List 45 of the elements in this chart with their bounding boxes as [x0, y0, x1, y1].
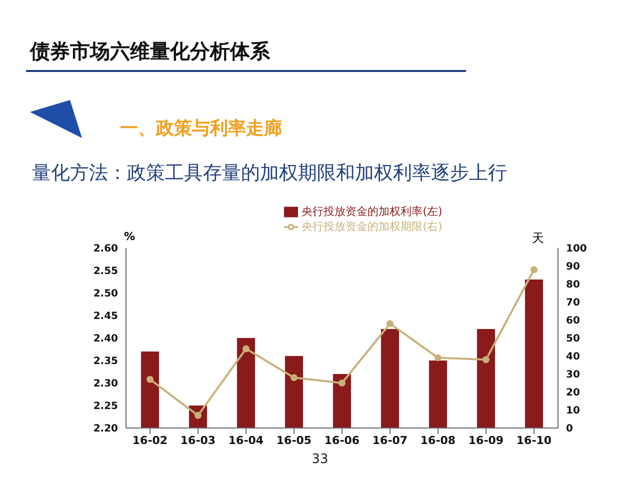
point [482, 356, 490, 364]
y2-tick-label: 100 [566, 244, 587, 255]
point [290, 374, 298, 382]
x-tick-label: 16-10 [516, 434, 552, 447]
y-tick-label: 2.35 [93, 356, 118, 368]
y2-tick-label: 60 [566, 316, 580, 327]
y2-tick-label: 0 [566, 424, 573, 435]
text: 量化方法：政策工具存量的加权期限和加权利率逐步上行 [32, 161, 507, 186]
y-tick-label: 2.60 [93, 244, 118, 255]
y2-tick-label: 90 [566, 262, 580, 273]
chart-title: 债券市场六维量化分析体系 [30, 38, 270, 65]
x-tick-label: 16-08 [420, 434, 456, 447]
point [530, 266, 538, 274]
y-tick-label: 2.30 [93, 378, 118, 390]
y-tick-label: 2.55 [93, 266, 118, 278]
x-tick-label: 16-03 [180, 434, 216, 447]
y2-axis-title: 天 [532, 230, 544, 247]
x-tick-label: 16-02 [132, 434, 168, 447]
y2-tick-label: 70 [566, 298, 580, 309]
y2-tick-label: 80 [566, 280, 580, 291]
y-tick-label: 2.40 [93, 334, 118, 345]
x-tick-label: 16-09 [468, 434, 504, 447]
y2-tick-label: 40 [566, 352, 580, 363]
point [242, 345, 250, 352]
y2-tick-label: 50 [566, 334, 580, 345]
y-tick-label: 2.50 [93, 288, 118, 300]
chart-subtitle: 一、政策与利率走廊 [120, 117, 282, 140]
x-tick-label: 16-05 [276, 434, 312, 447]
x-tick-label: 16-06 [324, 434, 360, 447]
y-tick-label: 2.25 [93, 401, 118, 412]
x-tick-label: 16-07 [372, 434, 408, 447]
y-tick-label: 2.45 [93, 311, 118, 322]
y2-tick-label: 10 [566, 406, 580, 417]
point [386, 320, 394, 328]
point [338, 380, 346, 386]
legend-label: 央行投放资金的加权利率(左) [302, 205, 442, 218]
point [146, 376, 154, 383]
point [434, 354, 442, 362]
text: 33 [310, 452, 330, 467]
y2-tick-label: 20 [566, 388, 580, 399]
y2-tick-label: 30 [566, 370, 580, 381]
y-axis-title: % [124, 230, 136, 243]
legend-label: 央行投放资金的加权期限(右) [302, 220, 442, 233]
x-tick-label: 16-04 [228, 434, 264, 447]
y-tick-label: 2.20 [93, 424, 118, 435]
